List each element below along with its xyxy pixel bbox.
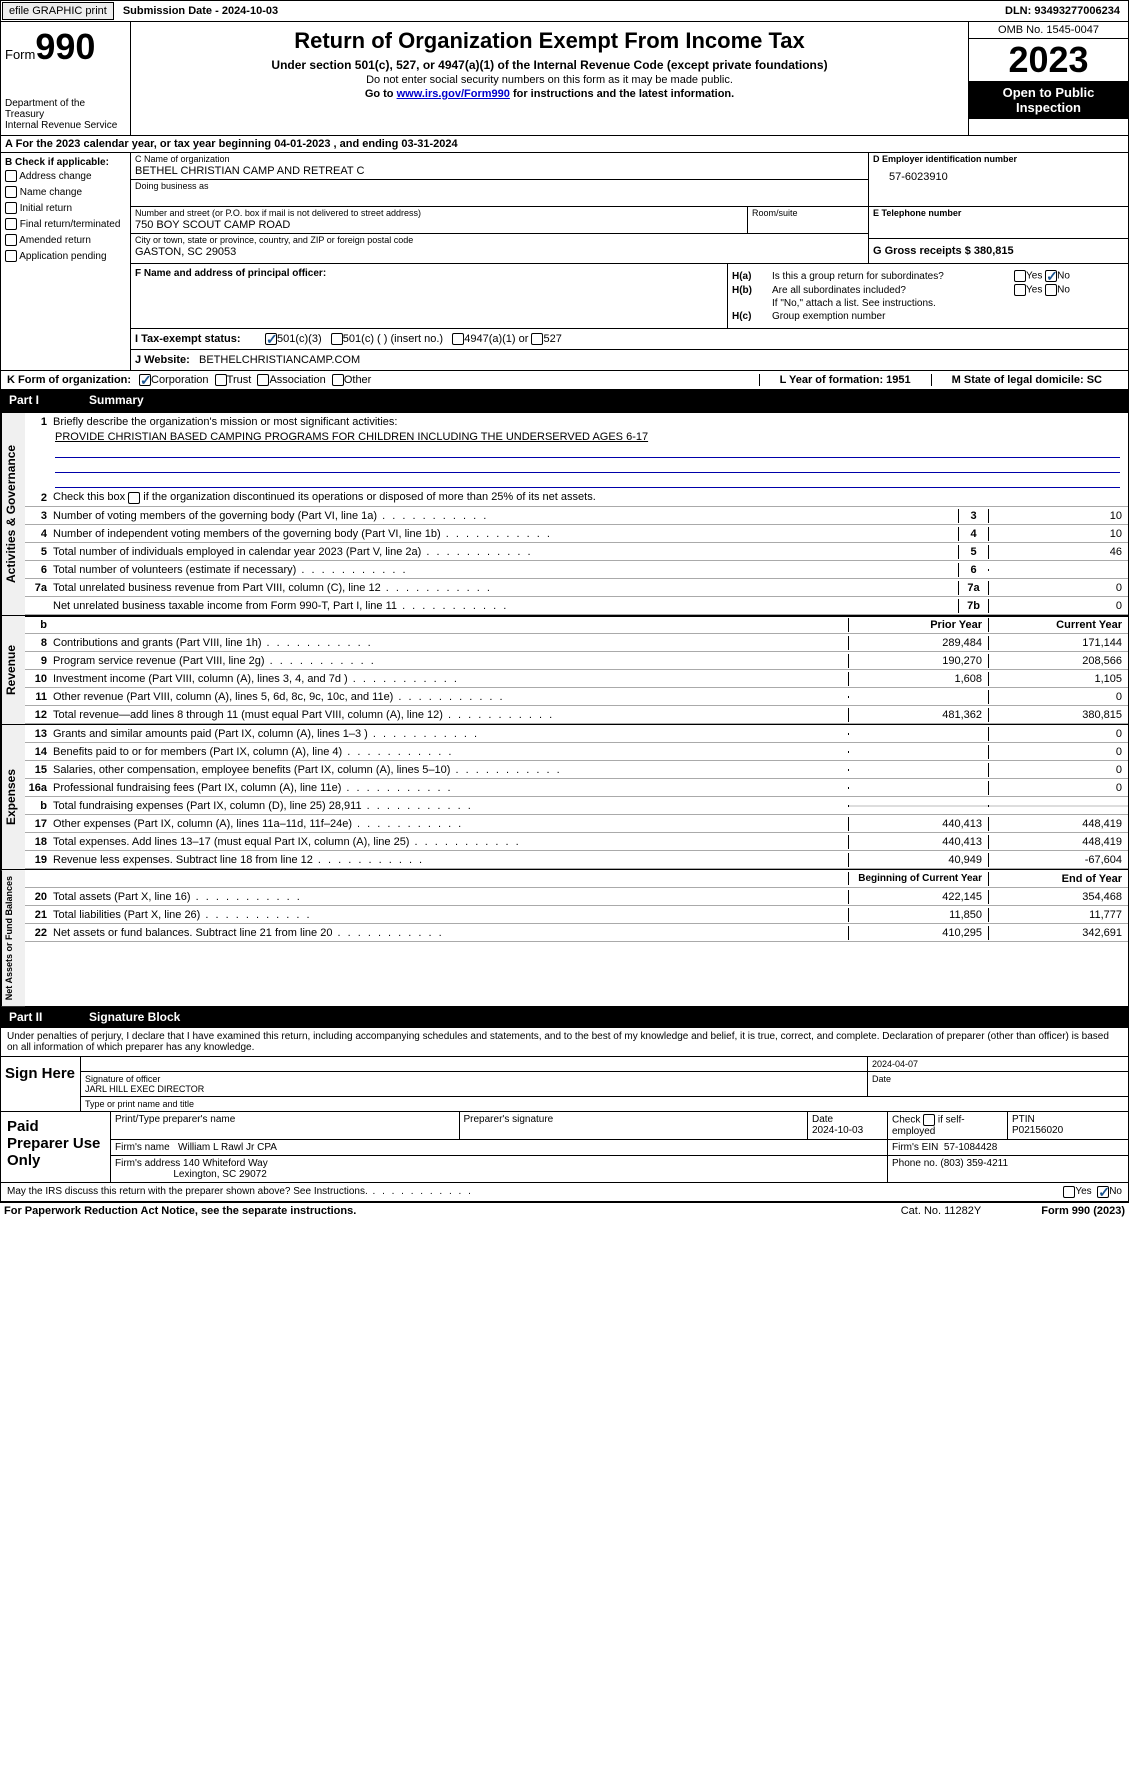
ein-label: D Employer identification number	[869, 153, 1128, 165]
submission-date: Submission Date - 2024-10-03	[115, 3, 286, 19]
domicile-state: M State of legal domicile: SC	[931, 374, 1122, 386]
firm-ein: 57-1084428	[944, 1142, 997, 1153]
chk-ha-yes[interactable]	[1014, 270, 1026, 282]
vtab-governance: Activities & Governance	[1, 413, 25, 615]
website-label: J Website:	[135, 354, 190, 366]
form-header: Form990 Department of the Treasury Inter…	[0, 22, 1129, 136]
addr-label: Number and street (or P.O. box if mail i…	[131, 207, 747, 219]
chk-discuss-yes[interactable]	[1063, 1186, 1075, 1198]
addr-value: 750 BOY SCOUT CAMP ROAD	[131, 219, 747, 233]
prep-date: Date 2024-10-03	[808, 1112, 888, 1139]
chk-527[interactable]	[531, 333, 543, 345]
chk-501c3[interactable]	[265, 333, 277, 345]
subtitle: Under section 501(c), 527, or 4947(a)(1)…	[137, 58, 962, 72]
omb-number: OMB No. 1545-0047	[969, 22, 1128, 39]
chk-discuss-no[interactable]	[1097, 1186, 1109, 1198]
summary-netassets: Net Assets or Fund Balances Beginning of…	[0, 870, 1129, 1007]
dba-label: Doing business as	[131, 180, 868, 192]
firm-phone: (803) 359-4211	[940, 1158, 1008, 1169]
tax-status-label: I Tax-exempt status:	[135, 333, 265, 345]
cat-no: Cat. No. 11282Y	[901, 1205, 982, 1217]
vtab-expenses: Expenses	[1, 725, 25, 869]
vtab-netassets: Net Assets or Fund Balances	[1, 870, 25, 1006]
city-label: City or town, state or province, country…	[131, 234, 868, 246]
ptin-value: P02156020	[1012, 1125, 1124, 1136]
declaration: Under penalties of perjury, I declare th…	[1, 1028, 1128, 1056]
part1-header: Part ISummary	[0, 390, 1129, 411]
chk-hb-no[interactable]	[1045, 284, 1057, 296]
chk-amended[interactable]	[5, 234, 17, 246]
inspection-notice: Open to Public Inspection	[969, 81, 1128, 119]
irs-label: Internal Revenue Service	[5, 120, 126, 131]
mission-text: PROVIDE CHRISTIAN BASED CAMPING PROGRAMS…	[55, 431, 1120, 443]
chk-address-change[interactable]	[5, 170, 17, 182]
dept-treasury: Department of the Treasury	[5, 98, 126, 120]
firm-name: William L Rawl Jr CPA	[178, 1142, 277, 1153]
summary-revenue: Revenue bPrior YearCurrent Year 8Contrib…	[0, 616, 1129, 725]
chk-corp[interactable]	[139, 374, 151, 386]
hb-note: If "No," attach a list. See instructions…	[732, 298, 1124, 309]
chk-501c[interactable]	[331, 333, 343, 345]
box-b-label: B Check if applicable:	[5, 157, 126, 168]
website-value: BETHELCHRISTIANCAMP.COM	[199, 354, 360, 366]
main-title: Return of Organization Exempt From Incom…	[137, 28, 962, 54]
chk-other[interactable]	[332, 374, 344, 386]
sign-date: 2024-04-07	[872, 1059, 918, 1069]
summary-governance: Activities & Governance 1Briefly describ…	[0, 411, 1129, 616]
formation-year: L Year of formation: 1951	[759, 374, 931, 386]
firm-addr1: 140 Whiteford Way	[183, 1158, 268, 1169]
info-grid: B Check if applicable: Address change Na…	[0, 153, 1129, 371]
chk-4947[interactable]	[452, 333, 464, 345]
city-value: GASTON, SC 29053	[131, 246, 868, 260]
chk-self-employed[interactable]	[923, 1114, 935, 1126]
paid-preparer-label: Paid Preparer Use Only	[1, 1112, 111, 1182]
chk-trust[interactable]	[215, 374, 227, 386]
ssn-warning: Do not enter social security numbers on …	[137, 74, 962, 86]
row-klm: K Form of organization: Corporation Trus…	[0, 371, 1129, 390]
sign-here-label: Sign Here	[1, 1057, 81, 1111]
chk-final-return[interactable]	[5, 218, 17, 230]
footer: For Paperwork Reduction Act Notice, see …	[0, 1202, 1129, 1219]
discuss-question: May the IRS discuss this return with the…	[7, 1186, 1063, 1198]
form990-link[interactable]: www.irs.gov/Form990	[397, 88, 510, 100]
chk-initial-return[interactable]	[5, 202, 17, 214]
tax-year: 2023	[969, 39, 1128, 81]
part2-header: Part IISignature Block	[0, 1007, 1129, 1028]
dln: DLN: 93493277006234	[997, 3, 1128, 19]
chk-assoc[interactable]	[257, 374, 269, 386]
firm-addr2: Lexington, SC 29072	[173, 1169, 266, 1180]
phone-label: E Telephone number	[869, 207, 1128, 239]
form-number: 990	[35, 26, 95, 67]
org-name-label: C Name of organization	[131, 153, 868, 165]
org-name: BETHEL CHRISTIAN CAMP AND RETREAT C	[131, 165, 868, 179]
room-label: Room/suite	[748, 207, 868, 219]
vtab-revenue: Revenue	[1, 616, 25, 724]
chk-discontinued[interactable]	[128, 492, 140, 504]
gross-receipts: G Gross receipts $ 380,815	[869, 239, 1128, 263]
chk-ha-no[interactable]	[1045, 270, 1057, 282]
form-prefix: Form	[5, 47, 35, 62]
goto-pre: Go to	[365, 88, 397, 100]
efile-print-btn[interactable]: efile GRAPHIC print	[2, 2, 114, 20]
form-footer: Form 990 (2023)	[1041, 1205, 1125, 1217]
chk-name-change[interactable]	[5, 186, 17, 198]
topbar: efile GRAPHIC print Submission Date - 20…	[0, 0, 1129, 22]
chk-app-pending[interactable]	[5, 250, 17, 262]
officer-label: F Name and address of principal officer:	[135, 268, 723, 279]
summary-expenses: Expenses 13Grants and similar amounts pa…	[0, 725, 1129, 870]
chk-hb-yes[interactable]	[1014, 284, 1026, 296]
tax-period: A For the 2023 calendar year, or tax yea…	[0, 136, 1129, 153]
goto-post: for instructions and the latest informat…	[510, 88, 734, 100]
signature-section: Under penalties of perjury, I declare th…	[0, 1028, 1129, 1202]
officer-name: JARL HILL EXEC DIRECTOR	[85, 1084, 863, 1094]
ein-value: 57-6023910	[869, 165, 1128, 189]
